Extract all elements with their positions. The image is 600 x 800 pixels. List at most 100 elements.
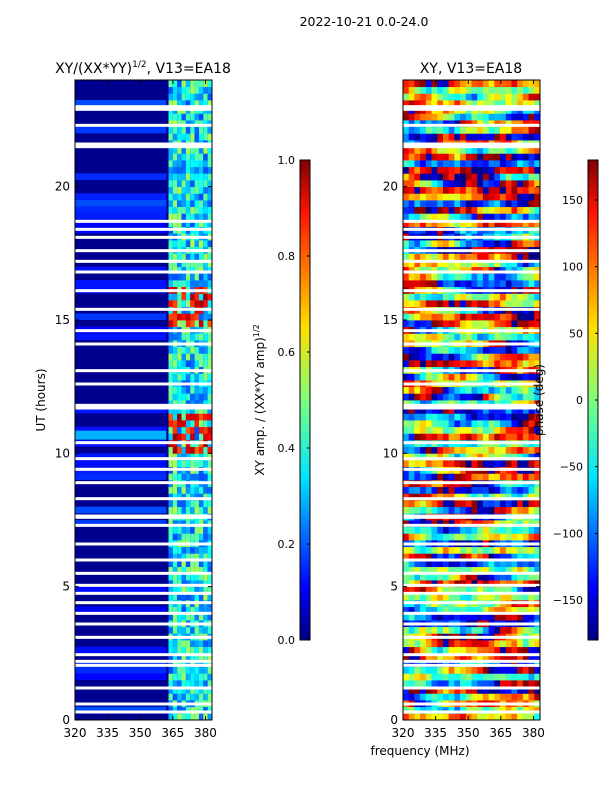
- heat-cell: [437, 586, 444, 594]
- heat-cell: [528, 166, 535, 174]
- heat-cell: [442, 520, 450, 528]
- heat-cell: [403, 266, 410, 274]
- heat-cell: [431, 373, 438, 381]
- heat-cell: [494, 333, 501, 341]
- heat-cell: [494, 626, 501, 634]
- heat-cell: [460, 213, 467, 221]
- heat-cell: [534, 180, 540, 188]
- heat-cell: [190, 653, 195, 661]
- flagged-row: [403, 558, 540, 562]
- heat-cell: [207, 673, 212, 681]
- heat-cell: [177, 346, 182, 354]
- heat-cell: [528, 426, 535, 434]
- heat-cell: [181, 586, 186, 594]
- heat-cell: [471, 133, 478, 141]
- figure-suptitle: 2022-10-21 0.0-24.0: [300, 14, 429, 29]
- heat-cell: [168, 426, 173, 434]
- heat-cell: [194, 113, 199, 121]
- heat-cell: [494, 453, 501, 461]
- heat-cell: [408, 506, 415, 514]
- heat-cell: [172, 453, 178, 461]
- heat-cell: [425, 360, 432, 368]
- heat-cell: [500, 626, 507, 634]
- flagged-row: [403, 406, 540, 410]
- heat-cell: [442, 573, 450, 581]
- heat-cell: [190, 126, 195, 134]
- heat-cell: [203, 180, 208, 188]
- heat-cell: [454, 113, 461, 121]
- heat-cell: [408, 433, 415, 441]
- heat-cell: [181, 86, 186, 94]
- heat-cell: [420, 220, 427, 228]
- heat-cell: [488, 653, 495, 661]
- heat-cell: [408, 526, 415, 534]
- heat-cell: [448, 173, 455, 181]
- heat-cell: [511, 386, 518, 394]
- heat-cell: [414, 200, 421, 208]
- heat-cell: [203, 206, 208, 214]
- heat-cell: [477, 133, 484, 141]
- heat-cell: [408, 93, 415, 101]
- heat-cell: [494, 420, 501, 428]
- heat-cell: [203, 693, 208, 701]
- heat-cell: [198, 213, 204, 221]
- heat-cell: [528, 406, 535, 414]
- x-axis-label: frequency (MHz): [370, 744, 469, 758]
- heat-cell: [517, 486, 524, 494]
- heat-cell: [517, 686, 524, 694]
- heat-cell: [454, 193, 461, 201]
- heat-cell: [494, 293, 501, 301]
- heat-cell: [168, 486, 173, 494]
- heat-cell: [181, 413, 186, 421]
- heat-cell: [460, 713, 467, 720]
- heat-cell: [203, 293, 208, 301]
- heat-cell: [75, 586, 167, 594]
- heat-cell: [420, 266, 427, 274]
- heat-cell: [414, 206, 421, 214]
- heat-cell: [528, 553, 535, 561]
- heat-cell: [511, 666, 518, 674]
- heat-cell: [465, 333, 472, 341]
- flagged-row: [403, 123, 540, 127]
- heat-cell: [425, 533, 432, 541]
- heat-cell: [203, 200, 208, 208]
- heat-cell: [190, 686, 195, 694]
- heat-cell: [454, 520, 461, 528]
- heat-cell: [494, 173, 501, 181]
- heat-cell: [172, 353, 178, 361]
- heat-cell: [448, 160, 455, 168]
- heat-cell: [425, 420, 432, 428]
- heat-cell: [403, 593, 410, 601]
- heat-cell: [477, 180, 484, 188]
- heat-cell: [75, 426, 167, 434]
- heat-cell: [500, 653, 507, 661]
- heat-cell: [454, 353, 461, 361]
- heat-cell: [194, 260, 199, 268]
- heat-cell: [172, 126, 178, 134]
- heat-cell: [471, 546, 478, 554]
- heat-cell: [194, 360, 199, 368]
- heat-cell: [168, 613, 173, 621]
- heat-cell: [172, 686, 178, 694]
- heat-cell: [425, 400, 432, 408]
- heat-cell: [465, 493, 472, 501]
- heat-cell: [408, 153, 415, 161]
- heat-cell: [488, 686, 495, 694]
- heat-cell: [505, 320, 512, 328]
- heat-cell: [408, 126, 415, 134]
- heat-cell: [494, 493, 501, 501]
- right-plot-frame: [402, 79, 541, 721]
- heat-cell: [534, 653, 540, 661]
- heat-cell: [408, 646, 415, 654]
- heat-cell: [203, 526, 208, 534]
- heat-cell: [403, 360, 410, 368]
- heat-cell: [177, 580, 182, 588]
- heat-cell: [420, 486, 427, 494]
- heat-cell: [465, 500, 472, 508]
- heat-cell: [488, 460, 495, 468]
- heat-cell: [477, 346, 484, 354]
- heat-cell: [528, 280, 535, 288]
- heat-cell: [488, 386, 495, 394]
- heat-cell: [465, 386, 472, 394]
